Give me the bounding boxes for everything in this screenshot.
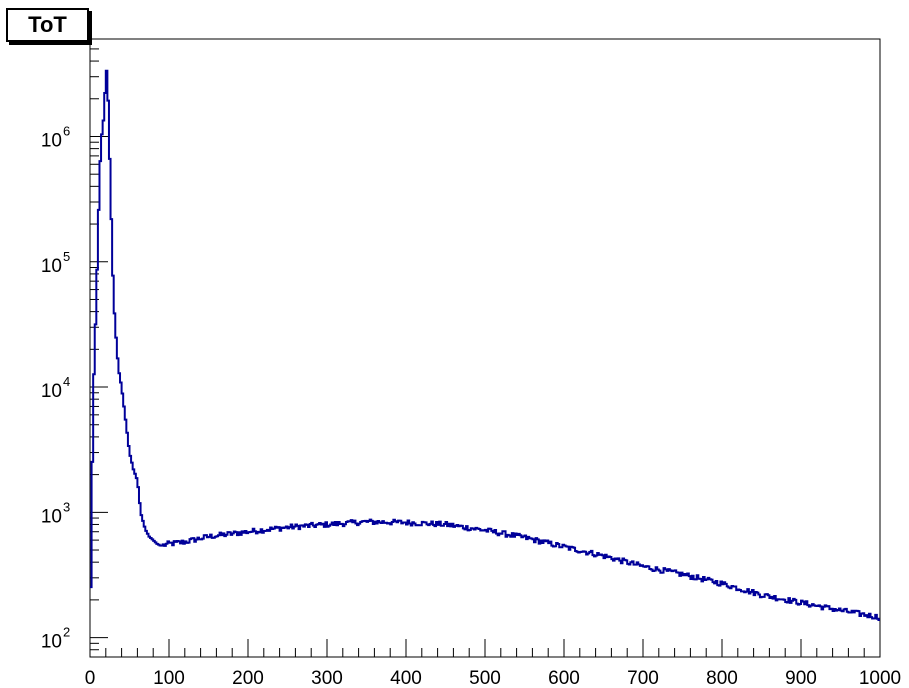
axis-ticks [89,38,881,658]
plot-frame [89,38,881,658]
y-tick-label-base: 10 [41,381,62,402]
x-tick-label: 0 [85,668,96,688]
chart-title: ToT [6,8,89,42]
x-tick-label: 400 [390,668,422,688]
x-tick-label: 800 [706,668,738,688]
y-tick-label-base: 10 [41,506,62,527]
x-tick-label: 900 [785,668,817,688]
y-tick-label-exponent: 4 [63,374,70,389]
x-tick-label: 1000 [859,668,901,688]
y-tick-label-exponent: 2 [63,625,70,640]
x-tick-label: 600 [548,668,580,688]
y-tick-label-exponent: 6 [63,123,70,138]
x-tick-label: 100 [153,668,185,688]
y-tick-label-base: 10 [41,130,62,151]
x-tick-label: 300 [311,668,343,688]
y-tick-label-exponent: 3 [63,499,70,514]
y-tick-label-base: 10 [41,256,62,277]
x-tick-label: 500 [469,668,501,688]
series-histogram-line [90,69,880,621]
y-tick-label-exponent: 5 [63,249,70,264]
x-tick-label: 200 [232,668,264,688]
y-tick-label-base: 10 [41,632,62,653]
x-tick-label: 700 [627,668,659,688]
